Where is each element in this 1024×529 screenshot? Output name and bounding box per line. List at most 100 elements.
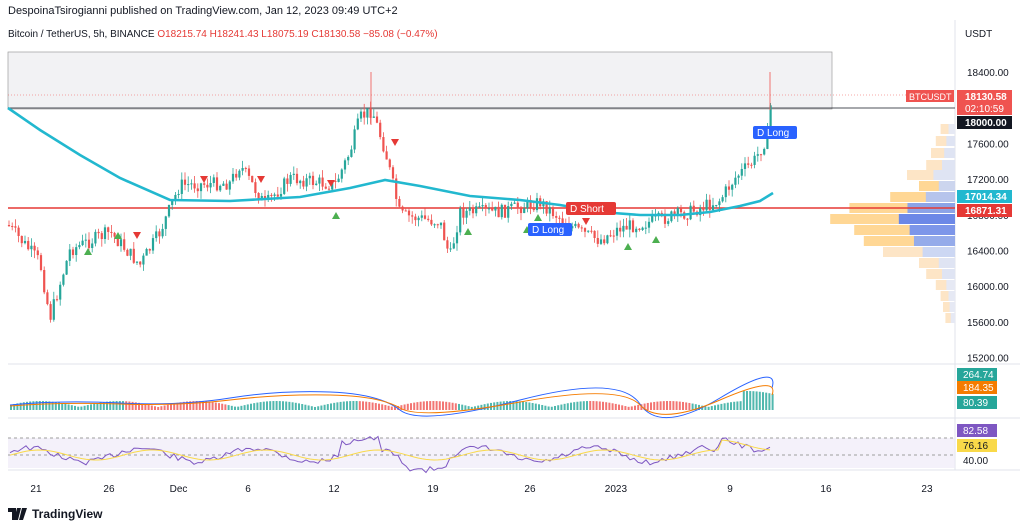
candle bbox=[379, 122, 382, 138]
candle bbox=[638, 228, 641, 230]
candle bbox=[516, 202, 519, 209]
macd-histogram-bar bbox=[45, 401, 48, 410]
candle bbox=[686, 218, 689, 220]
volume-profile-bar bbox=[933, 170, 955, 180]
macd-histogram-bar bbox=[413, 402, 416, 410]
annotation-d-long: D Long bbox=[757, 128, 789, 139]
candle bbox=[148, 249, 151, 251]
macd-histogram-bar bbox=[176, 402, 179, 410]
candle bbox=[587, 230, 590, 232]
macd-histogram-bar bbox=[51, 401, 54, 410]
candle bbox=[20, 236, 23, 244]
candle bbox=[737, 175, 740, 178]
candle bbox=[414, 216, 417, 221]
rsi-tag-value: 82.58 bbox=[963, 426, 988, 437]
macd-histogram-bar bbox=[93, 403, 96, 410]
macd-histogram-bar bbox=[282, 401, 284, 410]
macd-histogram-bar bbox=[486, 403, 489, 410]
volume-profile-bar bbox=[940, 124, 955, 134]
macd-histogram-bar bbox=[752, 391, 755, 410]
candle bbox=[71, 249, 75, 256]
volume-profile-bar bbox=[948, 291, 955, 301]
candle bbox=[510, 203, 513, 207]
candle bbox=[203, 183, 206, 185]
macd-histogram-bar bbox=[525, 402, 528, 410]
macd-histogram-bar bbox=[416, 402, 419, 410]
macd-histogram-bar bbox=[477, 405, 480, 410]
x-tick-label: 26 bbox=[524, 484, 536, 495]
candle bbox=[174, 194, 177, 201]
volume-profile-bar bbox=[938, 181, 955, 191]
macd-tag-value: 184.35 bbox=[963, 383, 994, 394]
candle bbox=[129, 248, 132, 256]
macd-histogram-bar bbox=[83, 405, 86, 410]
macd-histogram-bar bbox=[467, 406, 470, 410]
candle bbox=[401, 206, 404, 211]
macd-histogram-bar bbox=[86, 405, 89, 410]
price-tag-bg bbox=[957, 190, 1012, 203]
candle bbox=[123, 239, 126, 250]
macd-histogram-bar bbox=[74, 405, 76, 410]
candle bbox=[39, 255, 43, 271]
macd-histogram-bar bbox=[112, 401, 115, 410]
candle bbox=[46, 292, 49, 305]
macd-histogram-bar bbox=[307, 405, 310, 410]
candle bbox=[631, 220, 635, 233]
macd-histogram-bar bbox=[448, 402, 451, 410]
tv-logo-icon bbox=[8, 508, 27, 520]
y-tick-label: 16000.00 bbox=[967, 282, 1009, 293]
candle bbox=[59, 284, 62, 300]
macd-histogram-bar bbox=[310, 406, 313, 410]
candle bbox=[532, 207, 535, 211]
macd-histogram-bar bbox=[426, 401, 428, 410]
x-tick-label: Dec bbox=[170, 484, 188, 495]
candle bbox=[180, 179, 183, 194]
macd-histogram-bar bbox=[474, 406, 476, 410]
macd-histogram-bar bbox=[643, 403, 646, 410]
candle bbox=[484, 205, 487, 209]
macd-histogram-bar bbox=[733, 401, 736, 410]
candle bbox=[327, 188, 331, 190]
macd-histogram-bar bbox=[614, 403, 617, 410]
x-tick-label: 21 bbox=[30, 484, 42, 495]
rsi-line bbox=[9, 435, 771, 474]
rsi-tag-bg bbox=[957, 454, 997, 467]
volume-profile-bar bbox=[854, 225, 955, 235]
macd-histogram-bar bbox=[678, 401, 681, 410]
candle bbox=[366, 108, 369, 118]
candle bbox=[545, 201, 548, 214]
macd-histogram-bar bbox=[109, 401, 112, 410]
macd-histogram-bar bbox=[259, 402, 262, 410]
macd-histogram-bar bbox=[365, 401, 368, 410]
macd-histogram-bar bbox=[371, 402, 374, 410]
macd-histogram-bar bbox=[285, 401, 288, 410]
macd-histogram-bar bbox=[106, 401, 108, 410]
candle bbox=[449, 248, 452, 250]
rsi-tag-bg bbox=[957, 439, 997, 452]
macd-histogram-bar bbox=[730, 402, 732, 410]
volume-profile-bar bbox=[940, 291, 955, 301]
candle bbox=[33, 245, 36, 251]
price-tag-bg bbox=[957, 90, 1012, 103]
macd-histogram-bar bbox=[80, 406, 83, 410]
candle bbox=[359, 111, 363, 119]
candle bbox=[337, 178, 340, 182]
candle bbox=[555, 216, 558, 218]
candle bbox=[196, 188, 199, 192]
candle bbox=[702, 208, 705, 211]
macd-histogram-bar bbox=[240, 405, 243, 410]
candle bbox=[465, 210, 468, 218]
candle bbox=[315, 183, 318, 185]
macd-histogram-bar bbox=[323, 404, 326, 410]
candle bbox=[343, 160, 347, 170]
candle bbox=[433, 224, 436, 226]
candle bbox=[577, 223, 580, 228]
x-tick-label: 9 bbox=[727, 484, 733, 495]
macd-histogram-bar bbox=[515, 401, 518, 410]
candle bbox=[107, 227, 110, 232]
candle bbox=[759, 154, 763, 156]
macd-histogram-bar bbox=[666, 401, 668, 410]
candle bbox=[580, 227, 583, 229]
macd-histogram-bar bbox=[746, 391, 748, 410]
